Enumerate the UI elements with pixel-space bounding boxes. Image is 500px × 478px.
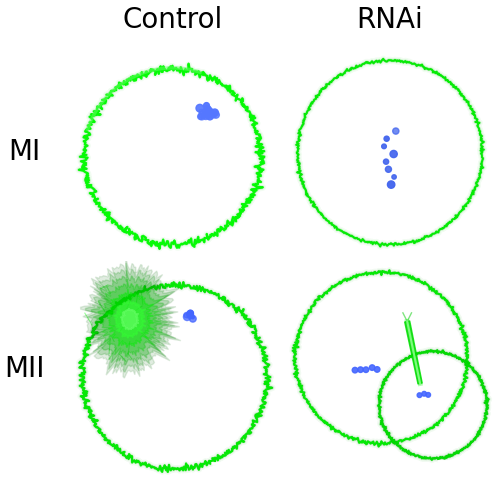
- Circle shape: [206, 111, 212, 116]
- Circle shape: [211, 109, 218, 116]
- Circle shape: [202, 114, 205, 118]
- Text: RNAi: RNAi: [356, 6, 424, 34]
- Circle shape: [198, 113, 205, 120]
- Circle shape: [196, 104, 203, 112]
- Circle shape: [202, 112, 209, 120]
- Circle shape: [204, 111, 210, 117]
- Circle shape: [212, 111, 220, 118]
- Circle shape: [382, 144, 386, 149]
- Circle shape: [384, 159, 388, 164]
- Circle shape: [204, 109, 207, 112]
- Circle shape: [202, 114, 205, 118]
- Circle shape: [184, 313, 190, 318]
- Circle shape: [198, 114, 203, 120]
- Circle shape: [203, 110, 210, 118]
- Circle shape: [392, 128, 399, 134]
- Circle shape: [184, 313, 191, 321]
- Circle shape: [188, 313, 192, 316]
- Polygon shape: [92, 271, 170, 365]
- Circle shape: [188, 314, 192, 317]
- Text: MII: MII: [4, 355, 45, 382]
- Text: MI: MI: [8, 139, 41, 166]
- Circle shape: [352, 368, 358, 373]
- Circle shape: [206, 113, 210, 117]
- Circle shape: [386, 166, 392, 173]
- Circle shape: [390, 151, 398, 158]
- Circle shape: [358, 367, 364, 372]
- Circle shape: [204, 103, 210, 109]
- Circle shape: [388, 181, 395, 188]
- Polygon shape: [114, 299, 146, 338]
- Circle shape: [384, 136, 389, 141]
- Circle shape: [417, 393, 422, 398]
- Text: Control: Control: [122, 6, 222, 34]
- Circle shape: [192, 315, 194, 319]
- Circle shape: [426, 392, 430, 397]
- Circle shape: [190, 315, 196, 322]
- Circle shape: [208, 111, 214, 117]
- Circle shape: [205, 106, 211, 112]
- Circle shape: [203, 111, 208, 117]
- Circle shape: [374, 367, 380, 372]
- Circle shape: [422, 391, 426, 396]
- Circle shape: [370, 365, 375, 370]
- Circle shape: [204, 106, 211, 112]
- Circle shape: [188, 310, 194, 316]
- Circle shape: [363, 367, 368, 372]
- Circle shape: [187, 311, 194, 317]
- Polygon shape: [120, 308, 139, 330]
- Circle shape: [392, 175, 396, 179]
- Circle shape: [206, 113, 214, 120]
- Polygon shape: [86, 263, 176, 372]
- Circle shape: [206, 108, 213, 114]
- Circle shape: [208, 112, 212, 117]
- Polygon shape: [106, 289, 154, 348]
- Polygon shape: [98, 279, 162, 357]
- Polygon shape: [404, 321, 422, 384]
- Circle shape: [199, 109, 203, 114]
- Circle shape: [209, 110, 212, 113]
- Circle shape: [212, 113, 216, 118]
- Circle shape: [188, 312, 192, 317]
- Circle shape: [199, 111, 206, 118]
- Polygon shape: [80, 257, 181, 378]
- Circle shape: [187, 312, 194, 319]
